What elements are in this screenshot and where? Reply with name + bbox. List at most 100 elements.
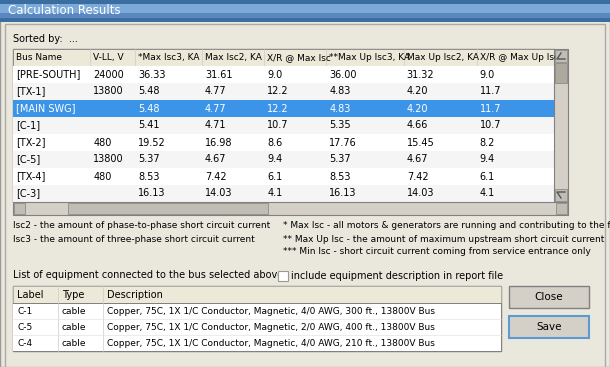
Text: 14.03: 14.03 bbox=[407, 189, 434, 199]
Text: [TX-2]: [TX-2] bbox=[16, 138, 46, 148]
Text: Close: Close bbox=[535, 292, 563, 302]
Text: 8.6: 8.6 bbox=[267, 138, 282, 148]
Text: 7.42: 7.42 bbox=[407, 171, 428, 182]
Text: 4.83: 4.83 bbox=[329, 103, 351, 113]
Bar bbox=[509, 316, 589, 338]
Text: 6.1: 6.1 bbox=[479, 171, 495, 182]
Text: 31.61: 31.61 bbox=[205, 69, 232, 80]
Text: Copper, 75C, 1X 1/C Conductor, Magnetic, 2/0 AWG, 400 ft., 13800V Bus: Copper, 75C, 1X 1/C Conductor, Magnetic,… bbox=[107, 323, 435, 331]
Text: 14.03: 14.03 bbox=[205, 189, 232, 199]
Bar bbox=[13, 185, 554, 202]
Bar bbox=[13, 168, 554, 185]
Text: 19.52: 19.52 bbox=[138, 138, 166, 148]
Text: 9.4: 9.4 bbox=[479, 155, 495, 164]
Text: 31.32: 31.32 bbox=[407, 69, 434, 80]
Text: 5.35: 5.35 bbox=[329, 120, 351, 131]
Text: 15.45: 15.45 bbox=[407, 138, 434, 148]
Text: 12.2: 12.2 bbox=[267, 87, 289, 97]
Text: 4.83: 4.83 bbox=[329, 87, 351, 97]
Text: 24000: 24000 bbox=[93, 69, 124, 80]
Bar bbox=[13, 319, 501, 335]
Text: 16.13: 16.13 bbox=[329, 189, 357, 199]
Bar bbox=[13, 117, 554, 134]
Text: C-5: C-5 bbox=[17, 323, 32, 331]
Text: 4.1: 4.1 bbox=[267, 189, 282, 199]
Text: Label: Label bbox=[17, 290, 43, 299]
Bar bbox=[278, 271, 288, 281]
Text: 13800: 13800 bbox=[93, 87, 124, 97]
Text: Save: Save bbox=[536, 322, 562, 332]
Text: X/R @ Max Isc: X/R @ Max Isc bbox=[267, 53, 331, 62]
Text: Isc3 - the amount of three-phase short circuit current: Isc3 - the amount of three-phase short c… bbox=[13, 235, 255, 243]
Text: C-1: C-1 bbox=[17, 306, 32, 316]
Bar bbox=[13, 66, 554, 83]
Text: 5.37: 5.37 bbox=[138, 155, 160, 164]
Text: ** Max Up Isc - the amount of maximum upstream short circuit current: ** Max Up Isc - the amount of maximum up… bbox=[283, 235, 605, 243]
Text: cable: cable bbox=[62, 338, 87, 348]
Text: 4.67: 4.67 bbox=[407, 155, 428, 164]
Bar bbox=[556, 203, 567, 214]
Text: 11.7: 11.7 bbox=[479, 103, 501, 113]
Text: 8.53: 8.53 bbox=[138, 171, 160, 182]
Bar bbox=[509, 286, 589, 308]
Bar bbox=[68, 203, 268, 214]
Text: 5.48: 5.48 bbox=[138, 103, 160, 113]
Text: Bus Name: Bus Name bbox=[16, 53, 62, 62]
Text: 36.33: 36.33 bbox=[138, 69, 166, 80]
Text: V-LL, V: V-LL, V bbox=[93, 53, 124, 62]
Text: [PRE-SOUTH]: [PRE-SOUTH] bbox=[16, 69, 81, 80]
Text: 9.4: 9.4 bbox=[267, 155, 282, 164]
Text: Sorted by:  ...: Sorted by: ... bbox=[13, 34, 78, 44]
Text: 4.67: 4.67 bbox=[205, 155, 226, 164]
Text: [C-1]: [C-1] bbox=[16, 120, 40, 131]
Text: 8.2: 8.2 bbox=[479, 138, 495, 148]
Text: Calculation Results: Calculation Results bbox=[8, 4, 121, 18]
Text: 5.41: 5.41 bbox=[138, 120, 160, 131]
Text: 8.53: 8.53 bbox=[329, 171, 351, 182]
Text: [C-3]: [C-3] bbox=[16, 189, 40, 199]
Text: 10.7: 10.7 bbox=[479, 120, 501, 131]
Text: 11.7: 11.7 bbox=[479, 87, 501, 97]
Bar bbox=[0, 3, 610, 13]
Text: X/R @ Max Up Isc: X/R @ Max Up Isc bbox=[479, 53, 559, 62]
Text: Max Isc2, KA: Max Isc2, KA bbox=[205, 53, 262, 62]
Bar bbox=[13, 134, 554, 151]
Bar bbox=[13, 83, 554, 100]
Text: **Max Up Isc3, KA: **Max Up Isc3, KA bbox=[329, 53, 411, 62]
Bar bbox=[555, 50, 567, 62]
Bar bbox=[13, 303, 501, 319]
Text: 10.7: 10.7 bbox=[267, 120, 289, 131]
Text: 5.37: 5.37 bbox=[329, 155, 351, 164]
Bar bbox=[0, 0, 610, 4]
Bar bbox=[13, 100, 554, 117]
Text: [TX-1]: [TX-1] bbox=[16, 87, 45, 97]
Text: 480: 480 bbox=[93, 171, 112, 182]
Text: C-4: C-4 bbox=[17, 338, 32, 348]
Bar bbox=[13, 49, 554, 202]
Text: [MAIN SWG]: [MAIN SWG] bbox=[16, 103, 76, 113]
Text: 36.00: 36.00 bbox=[329, 69, 357, 80]
Bar bbox=[0, 0, 610, 22]
Text: List of equipment connected to the bus selected above:: List of equipment connected to the bus s… bbox=[13, 270, 287, 280]
Text: *** Min Isc - short circuit current coming from service entrance only: *** Min Isc - short circuit current comi… bbox=[283, 247, 591, 257]
Text: 17.76: 17.76 bbox=[329, 138, 357, 148]
Text: 480: 480 bbox=[93, 138, 112, 148]
Bar bbox=[13, 49, 554, 66]
Bar bbox=[554, 49, 568, 202]
Bar bbox=[13, 286, 501, 303]
Text: Copper, 75C, 1X 1/C Conductor, Magnetic, 4/0 AWG, 300 ft., 13800V Bus: Copper, 75C, 1X 1/C Conductor, Magnetic,… bbox=[107, 306, 435, 316]
Text: 4.77: 4.77 bbox=[205, 87, 226, 97]
Text: 5.48: 5.48 bbox=[138, 87, 160, 97]
Text: Description: Description bbox=[107, 290, 163, 299]
Bar bbox=[13, 202, 568, 215]
Text: 4.71: 4.71 bbox=[205, 120, 226, 131]
Bar bbox=[555, 63, 567, 83]
Text: 13800: 13800 bbox=[93, 155, 124, 164]
Text: 6.1: 6.1 bbox=[267, 171, 282, 182]
Bar bbox=[13, 151, 554, 168]
Text: include equipment description in report file: include equipment description in report … bbox=[291, 271, 503, 281]
Bar bbox=[13, 286, 501, 351]
Text: Type: Type bbox=[62, 290, 84, 299]
Text: Isc2 - the amount of phase-to-phase short circuit current: Isc2 - the amount of phase-to-phase shor… bbox=[13, 222, 270, 230]
Text: 4.1: 4.1 bbox=[479, 189, 495, 199]
